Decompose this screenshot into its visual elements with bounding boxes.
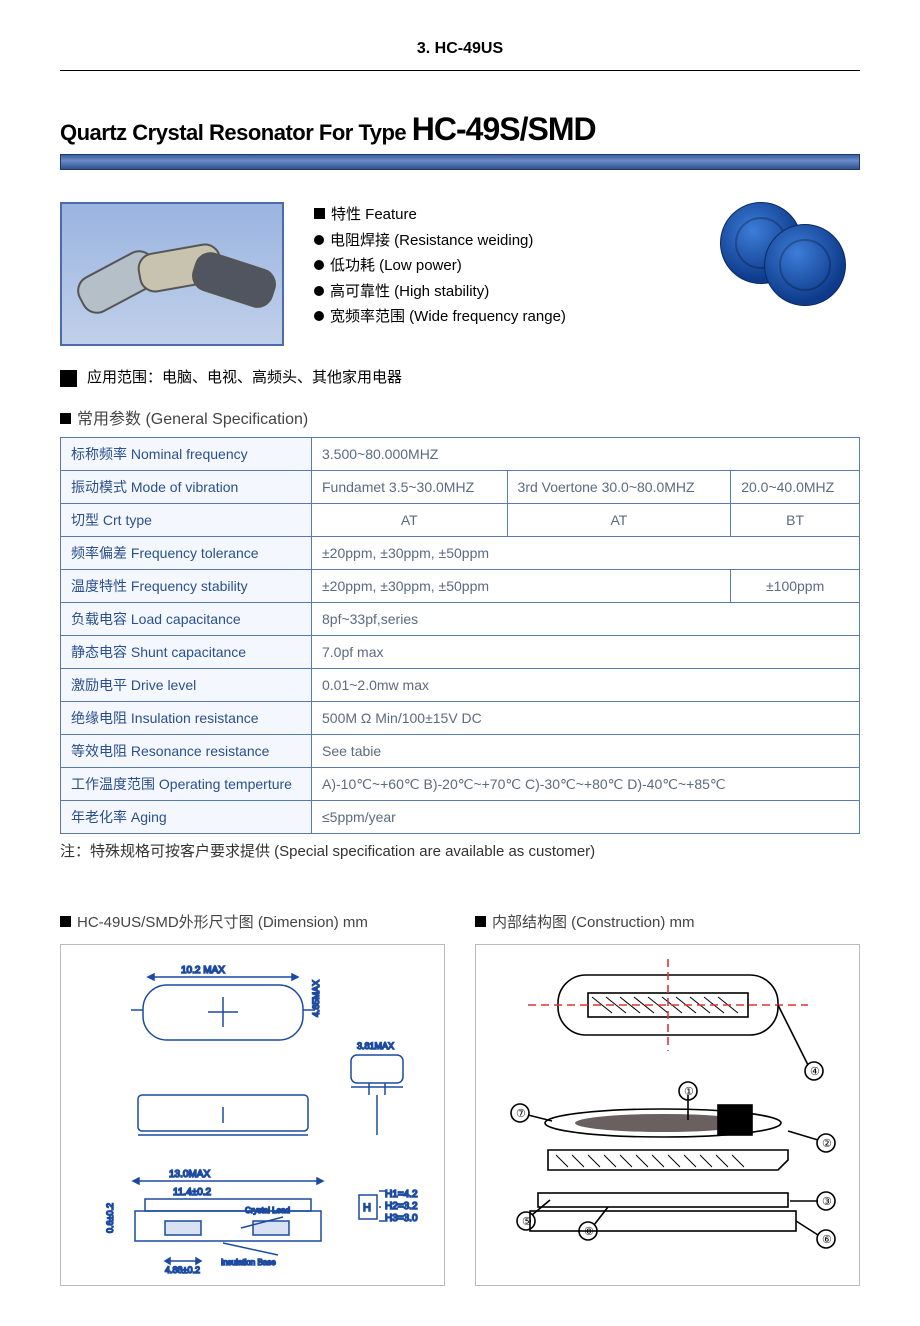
spec-value: 20.0~40.0MHZ bbox=[731, 471, 860, 504]
spec-value: 500M Ω Min/100±15V DC bbox=[312, 702, 860, 735]
spec-label: 激励电平 Drive level bbox=[61, 669, 312, 702]
svg-text:③: ③ bbox=[822, 1196, 832, 1208]
table-row: 频率偏差 Frequency tolerance±20ppm, ±30ppm, … bbox=[61, 537, 860, 570]
spec-value: ≤5ppm/year bbox=[312, 801, 860, 834]
spec-table: 标称频率 Nominal frequency3.500~80.000MHZ振动模… bbox=[60, 437, 860, 834]
application-line: 应用范围：电脑、电视、高频头、其他家用电器 bbox=[60, 366, 860, 387]
product-image bbox=[60, 202, 284, 346]
svg-text:⑦: ⑦ bbox=[516, 1108, 526, 1120]
spec-label: 振动模式 Mode of vibration bbox=[61, 471, 312, 504]
title-bold: HC-49S/SMD bbox=[412, 111, 596, 147]
bullet-icon bbox=[314, 260, 324, 270]
page-header: 3. HC-49US bbox=[60, 40, 860, 71]
feature-item: 低功耗 (Low power) bbox=[330, 257, 462, 274]
square-bullet-icon bbox=[314, 208, 325, 219]
general-spec-heading: 常用参数 (General Specification) bbox=[60, 405, 860, 429]
spec-value: AT bbox=[507, 504, 731, 537]
spec-value: See tabie bbox=[312, 735, 860, 768]
svg-text:H: H bbox=[363, 1202, 371, 1214]
square-bullet-icon bbox=[60, 370, 77, 387]
table-row: 激励电平 Drive level0.01~2.0mw max bbox=[61, 669, 860, 702]
reel-image bbox=[720, 202, 860, 312]
table-row: 绝缘电阻 Insulation resistance500M Ω Min/100… bbox=[61, 702, 860, 735]
spec-value: A)-10℃~+60℃ B)-20℃~+70℃ C)-30℃~+80℃ D)-4… bbox=[312, 768, 860, 801]
svg-text:H1=4.2: H1=4.2 bbox=[385, 1189, 418, 1200]
svg-text:⑤: ⑤ bbox=[522, 1216, 532, 1228]
table-row: 温度特性 Frequency stability±20ppm, ±30ppm, … bbox=[61, 570, 860, 603]
spec-label: 绝缘电阻 Insulation resistance bbox=[61, 702, 312, 735]
svg-text:10.2 MAX: 10.2 MAX bbox=[181, 965, 225, 976]
title-thin: Quartz Crystal Resonator For Type bbox=[60, 120, 412, 145]
spec-label: 标称频率 Nominal frequency bbox=[61, 438, 312, 471]
svg-text:Crystal Lead: Crystal Lead bbox=[245, 1206, 290, 1215]
spec-value: 8pf~33pf,series bbox=[312, 603, 860, 636]
table-row: 等效电阻 Resonance resistanceSee tabie bbox=[61, 735, 860, 768]
table-row: 年老化率 Aging≤5ppm/year bbox=[61, 801, 860, 834]
spec-value: AT bbox=[312, 504, 508, 537]
svg-text:⑥: ⑥ bbox=[822, 1234, 832, 1246]
spec-label: 频率偏差 Frequency tolerance bbox=[61, 537, 312, 570]
square-bullet-icon bbox=[475, 916, 486, 927]
svg-text:②: ② bbox=[822, 1138, 832, 1150]
table-row: 工作温度范围 Operating tempertureA)-10℃~+60℃ B… bbox=[61, 768, 860, 801]
spec-value: BT bbox=[731, 504, 860, 537]
svg-text:H3=3.0: H3=3.0 bbox=[385, 1213, 418, 1224]
svg-text:4.88±0.2: 4.88±0.2 bbox=[165, 1265, 200, 1275]
svg-text:0.6±0.2: 0.6±0.2 bbox=[105, 1203, 115, 1233]
svg-text:11.4±0.2: 11.4±0.2 bbox=[173, 1187, 212, 1198]
table-row: 静态电容 Shunt capacitance7.0pf max bbox=[61, 636, 860, 669]
spec-label: 切型 Crt type bbox=[61, 504, 312, 537]
feature-block: 特性 Feature 电阻焊接 (Resistance weiding) 低功耗… bbox=[314, 202, 690, 330]
table-row: 负载电容 Load capacitance8pf~33pf,series bbox=[61, 603, 860, 636]
spec-label: 负载电容 Load capacitance bbox=[61, 603, 312, 636]
feature-heading: 特性 Feature bbox=[331, 206, 417, 223]
spec-label: 工作温度范围 Operating temperture bbox=[61, 768, 312, 801]
square-bullet-icon bbox=[60, 413, 71, 424]
construction-heading: 内部结构图 (Construction) mm bbox=[475, 911, 860, 932]
svg-text:①: ① bbox=[684, 1086, 694, 1098]
spec-label: 静态电容 Shunt capacitance bbox=[61, 636, 312, 669]
application-text: 应用范围：电脑、电视、高频头、其他家用电器 bbox=[87, 369, 402, 386]
table-row: 标称频率 Nominal frequency3.500~80.000MHZ bbox=[61, 438, 860, 471]
svg-text:④: ④ bbox=[810, 1066, 820, 1078]
feature-item: 电阻焊接 (Resistance weiding) bbox=[330, 232, 533, 249]
feature-item: 高可靠性 (High stability) bbox=[330, 283, 489, 300]
svg-text:⑧: ⑧ bbox=[584, 1226, 594, 1238]
construction-diagram: ① ② ③ ④ ⑤ ⑥ ⑦ ⑧ bbox=[475, 944, 860, 1286]
title: Quartz Crystal Resonator For Type HC-49S… bbox=[60, 111, 860, 148]
spec-label: 温度特性 Frequency stability bbox=[61, 570, 312, 603]
svg-text:H2=3.2: H2=3.2 bbox=[385, 1201, 418, 1212]
decorative-bar bbox=[60, 154, 860, 170]
svg-text:3.81MAX: 3.81MAX bbox=[357, 1041, 394, 1051]
spec-value: 0.01~2.0mw max bbox=[312, 669, 860, 702]
spec-value: Fundamet 3.5~30.0MHZ bbox=[312, 471, 508, 504]
svg-text:Insulation Base: Insulation Base bbox=[221, 1258, 276, 1267]
spec-label: 年老化率 Aging bbox=[61, 801, 312, 834]
table-row: 振动模式 Mode of vibrationFundamet 3.5~30.0M… bbox=[61, 471, 860, 504]
bullet-icon bbox=[314, 286, 324, 296]
spec-value: 3.500~80.000MHZ bbox=[312, 438, 860, 471]
spec-value: 7.0pf max bbox=[312, 636, 860, 669]
dimension-diagram: 10.2 MAX 4.65MAX 3.81MAX 13.0MAX bbox=[60, 944, 445, 1286]
table-row: 切型 Crt typeATATBT bbox=[61, 504, 860, 537]
dimension-heading: HC-49US/SMD外形尺寸图 (Dimension) mm bbox=[60, 911, 445, 932]
spec-value: ±20ppm, ±30ppm, ±50ppm bbox=[312, 537, 860, 570]
square-bullet-icon bbox=[60, 916, 71, 927]
feature-item: 宽频率范围 (Wide frequency range) bbox=[330, 308, 566, 325]
note: 注：特殊规格可按客户要求提供 (Special specification ar… bbox=[60, 840, 860, 861]
spec-label: 等效电阻 Resonance resistance bbox=[61, 735, 312, 768]
spec-value: ±100ppm bbox=[731, 570, 860, 603]
svg-text:13.0MAX: 13.0MAX bbox=[169, 1169, 210, 1180]
bullet-icon bbox=[314, 311, 324, 321]
spec-value: ±20ppm, ±30ppm, ±50ppm bbox=[312, 570, 731, 603]
bullet-icon bbox=[314, 235, 324, 245]
top-row: 特性 Feature 电阻焊接 (Resistance weiding) 低功耗… bbox=[60, 202, 860, 346]
svg-text:4.65MAX: 4.65MAX bbox=[311, 980, 321, 1017]
spec-value: 3rd Voertone 30.0~80.0MHZ bbox=[507, 471, 731, 504]
